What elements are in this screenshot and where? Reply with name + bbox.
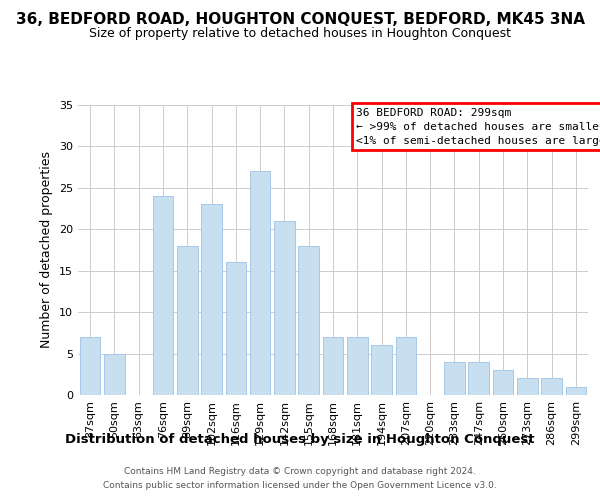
Text: Contains public sector information licensed under the Open Government Licence v3: Contains public sector information licen… xyxy=(103,481,497,490)
Bar xyxy=(371,346,392,395)
Bar xyxy=(566,386,586,395)
Bar xyxy=(104,354,125,395)
Text: Distribution of detached houses by size in Houghton Conquest: Distribution of detached houses by size … xyxy=(65,432,535,446)
Bar xyxy=(201,204,222,395)
Text: Size of property relative to detached houses in Houghton Conquest: Size of property relative to detached ho… xyxy=(89,28,511,40)
Bar xyxy=(274,221,295,395)
Bar xyxy=(226,262,246,395)
Bar xyxy=(298,246,319,395)
Bar xyxy=(395,337,416,395)
Bar xyxy=(469,362,489,395)
Bar xyxy=(541,378,562,395)
Y-axis label: Number of detached properties: Number of detached properties xyxy=(40,152,53,348)
Bar xyxy=(347,337,368,395)
Bar xyxy=(80,337,100,395)
Bar xyxy=(152,196,173,395)
Bar xyxy=(250,172,271,395)
Bar xyxy=(517,378,538,395)
Text: 36, BEDFORD ROAD, HOUGHTON CONQUEST, BEDFORD, MK45 3NA: 36, BEDFORD ROAD, HOUGHTON CONQUEST, BED… xyxy=(16,12,584,28)
Text: Contains HM Land Registry data © Crown copyright and database right 2024.: Contains HM Land Registry data © Crown c… xyxy=(124,468,476,476)
Text: 36 BEDFORD ROAD: 299sqm
← >99% of detached houses are smaller (202)
<1% of semi-: 36 BEDFORD ROAD: 299sqm ← >99% of detach… xyxy=(356,108,600,146)
Bar xyxy=(177,246,197,395)
Bar xyxy=(323,337,343,395)
Bar xyxy=(493,370,514,395)
Bar xyxy=(444,362,465,395)
